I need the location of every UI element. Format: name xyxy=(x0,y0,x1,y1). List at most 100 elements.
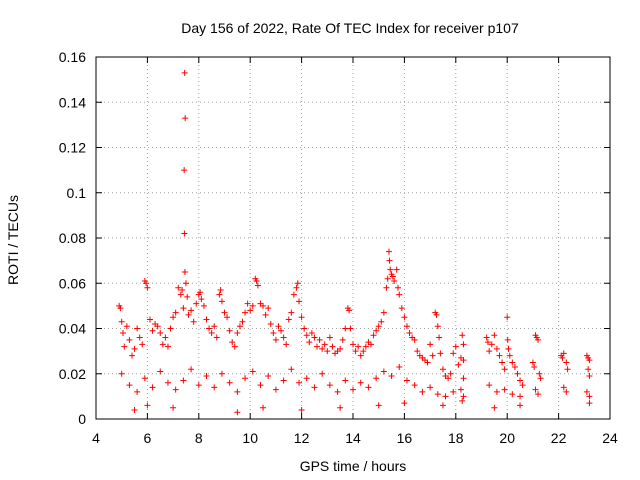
data-point xyxy=(488,341,495,348)
y-tick-label: 0.08 xyxy=(59,230,86,246)
data-point xyxy=(288,309,295,316)
data-point xyxy=(424,359,431,366)
data-point xyxy=(139,341,146,348)
chart-title: Day 156 of 2022, Rate Of TEC Index for r… xyxy=(181,20,519,36)
data-point xyxy=(200,302,207,309)
data-point xyxy=(401,314,408,321)
x-tick-label: 8 xyxy=(195,430,203,446)
data-point xyxy=(195,382,202,389)
data-point xyxy=(239,318,246,325)
data-point xyxy=(460,357,467,364)
data-point xyxy=(355,343,362,350)
data-point xyxy=(586,357,593,364)
data-point xyxy=(181,167,188,174)
data-point xyxy=(298,406,305,413)
data-point xyxy=(218,298,225,305)
data-point xyxy=(437,350,444,357)
data-point xyxy=(314,343,321,350)
x-tick-label: 22 xyxy=(551,430,567,446)
data-point xyxy=(121,343,128,350)
data-point xyxy=(249,302,256,309)
data-point xyxy=(501,386,508,393)
data-point xyxy=(384,275,391,282)
data-point xyxy=(427,384,434,391)
data-point xyxy=(411,336,418,343)
data-point xyxy=(350,386,356,393)
data-point xyxy=(193,300,200,307)
data-point xyxy=(260,404,267,411)
data-point xyxy=(179,287,186,294)
data-point xyxy=(213,334,220,341)
data-point xyxy=(298,314,305,321)
data-point xyxy=(329,343,336,350)
y-tick-label: 0.14 xyxy=(59,94,86,110)
data-point xyxy=(188,307,195,314)
data-point xyxy=(511,363,518,370)
data-point xyxy=(496,352,503,359)
y-tick-label: 0.12 xyxy=(59,140,86,156)
data-point xyxy=(224,314,231,321)
data-point xyxy=(350,341,356,348)
data-point xyxy=(242,309,249,316)
data-point xyxy=(504,336,511,343)
data-point xyxy=(221,309,228,316)
data-point xyxy=(396,363,403,370)
data-point xyxy=(334,388,341,395)
data-point xyxy=(157,368,164,375)
data-point xyxy=(388,373,395,380)
data-point xyxy=(301,325,308,332)
data-point xyxy=(180,305,187,312)
data-point xyxy=(144,284,151,291)
data-point xyxy=(131,406,138,413)
data-point xyxy=(177,291,184,298)
data-point xyxy=(308,330,315,337)
data-point xyxy=(380,309,387,316)
data-point xyxy=(267,320,274,327)
data-point xyxy=(126,336,133,343)
data-point xyxy=(280,334,287,341)
data-point xyxy=(491,404,498,411)
data-point xyxy=(278,327,285,334)
data-point xyxy=(535,336,542,343)
data-point xyxy=(486,382,493,389)
data-point xyxy=(172,386,179,393)
data-point xyxy=(484,339,491,346)
data-point xyxy=(586,400,593,407)
data-point xyxy=(499,359,506,366)
data-point xyxy=(311,384,318,391)
data-point xyxy=(394,284,401,291)
data-point xyxy=(146,316,153,323)
data-point xyxy=(586,393,593,400)
data-point xyxy=(370,332,377,339)
data-point xyxy=(175,284,182,291)
y-tick-label: 0.04 xyxy=(59,321,86,337)
data-point xyxy=(433,311,440,318)
y-axis-label: ROTI / TECUs xyxy=(5,195,21,285)
data-point xyxy=(517,377,524,384)
data-point xyxy=(403,377,410,384)
data-point xyxy=(505,345,512,352)
data-point xyxy=(181,268,188,275)
data-point xyxy=(564,366,571,373)
data-point xyxy=(144,402,151,409)
data-point xyxy=(445,375,452,382)
data-point xyxy=(439,366,446,373)
data-point xyxy=(319,370,326,377)
data-point xyxy=(234,388,241,395)
data-point xyxy=(324,348,331,355)
data-point xyxy=(457,386,464,393)
data-point xyxy=(342,377,349,384)
data-point xyxy=(198,296,205,303)
data-point xyxy=(247,307,254,314)
data-point xyxy=(254,282,261,289)
data-point xyxy=(184,293,191,300)
data-point xyxy=(185,311,192,318)
data-point xyxy=(563,359,570,366)
data-point xyxy=(157,330,164,337)
data-point xyxy=(389,273,396,280)
data-point xyxy=(387,266,394,273)
data-point xyxy=(164,343,171,350)
data-point xyxy=(352,348,359,355)
data-point xyxy=(293,284,300,291)
